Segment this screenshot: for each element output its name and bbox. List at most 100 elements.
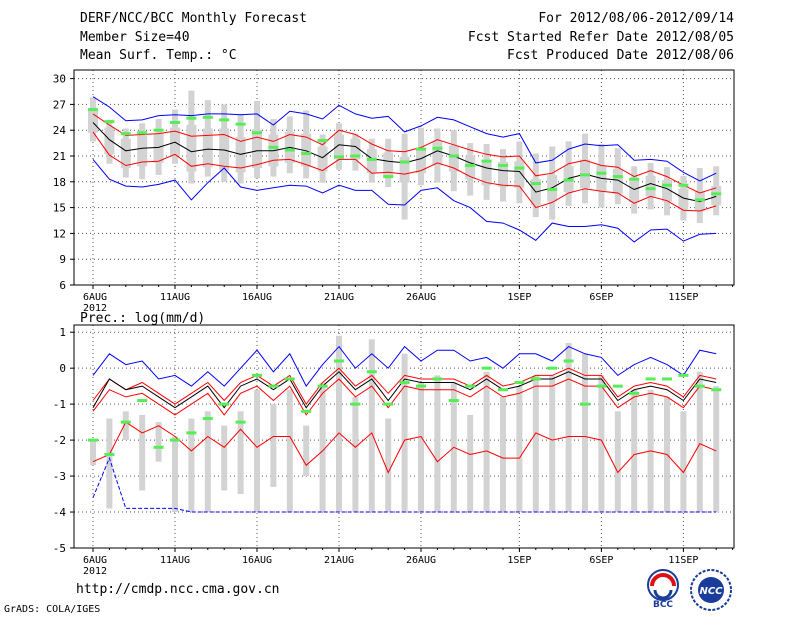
- observed-mark: [481, 366, 492, 370]
- box-whisker: [237, 411, 244, 495]
- p10-line: [92, 378, 717, 416]
- box-whisker: [434, 375, 441, 513]
- observed-mark: [235, 122, 246, 126]
- max-line: [92, 96, 717, 182]
- box-body: [645, 175, 656, 197]
- box-whisker: [188, 418, 195, 513]
- x-tick-label: 11AUG: [160, 292, 190, 303]
- box-whisker: [270, 404, 277, 487]
- box-whisker: [401, 353, 408, 513]
- box-body: [498, 162, 508, 187]
- observed-mark: [416, 147, 426, 151]
- box-whisker: [565, 342, 572, 513]
- y-tick-label: 1: [59, 326, 66, 339]
- box-body: [399, 156, 410, 183]
- box-body: [612, 168, 623, 194]
- observed-mark: [563, 359, 574, 363]
- observed-mark: [120, 132, 131, 136]
- observed-mark: [678, 373, 689, 377]
- precip-title: Prec.: log(mm/d): [80, 311, 205, 326]
- observed-mark: [334, 155, 344, 159]
- box-body: [383, 152, 394, 176]
- observed-mark: [383, 402, 394, 406]
- x-tick-label: 11AUG: [160, 555, 190, 566]
- observed-mark: [137, 131, 148, 135]
- box-body: [481, 159, 492, 186]
- y-tick-label: -1: [53, 398, 66, 411]
- forecast-period: For 2012/08/06-2012/09/14: [538, 11, 734, 26]
- x-tick-label: 6SEP: [589, 555, 613, 566]
- observed-mark: [596, 171, 607, 175]
- observed-mark: [268, 384, 279, 388]
- box-body: [662, 180, 672, 202]
- forecast-produced-date: Fcst Produced Date 2012/08/06: [507, 48, 734, 63]
- y-tick-label: 27: [53, 98, 66, 111]
- box-body: [448, 145, 459, 172]
- x-tick-label: 6AUG: [83, 292, 107, 303]
- grads-credit: GrADS: COLA/IGES: [4, 604, 101, 615]
- observed-mark: [448, 399, 459, 403]
- box-whisker: [172, 436, 178, 513]
- box-body: [350, 138, 361, 160]
- variable-label: Mean Surf. Temp.: °C: [80, 48, 237, 63]
- box-whisker: [122, 411, 129, 441]
- observed-mark: [202, 115, 213, 119]
- y-tick-label: 12: [53, 227, 66, 240]
- observed-mark: [678, 183, 689, 187]
- x-tick-label: 6SEP: [589, 292, 613, 303]
- observed-mark: [252, 373, 262, 377]
- observed-mark: [662, 377, 672, 381]
- observed-mark: [317, 384, 328, 388]
- observed-mark: [284, 148, 295, 152]
- observed-mark: [120, 420, 131, 424]
- observed-mark: [317, 139, 328, 143]
- min-line: [92, 159, 717, 243]
- box-whisker: [319, 382, 326, 513]
- x-tick-label: 16AUG: [242, 555, 272, 566]
- box-body: [137, 135, 148, 167]
- chart-title: DERF/NCC/BCC Monthly Forecast: [80, 11, 307, 26]
- observed-mark: [334, 359, 344, 363]
- source-url[interactable]: http://cmdp.ncc.cma.gov.cn: [76, 582, 280, 597]
- observed-mark: [88, 438, 98, 442]
- box-body: [334, 134, 344, 160]
- observed-mark: [202, 417, 213, 421]
- observed-mark: [580, 173, 590, 177]
- observed-mark: [596, 384, 607, 388]
- box-whisker: [467, 414, 474, 513]
- observed-mark: [350, 154, 361, 158]
- observed-mark: [547, 188, 558, 192]
- box-whisker: [614, 411, 621, 513]
- observed-mark: [711, 388, 722, 392]
- box-body: [317, 146, 328, 172]
- box-body: [514, 161, 525, 188]
- observed-mark: [612, 175, 623, 179]
- observed-mark: [645, 187, 656, 191]
- observed-mark: [383, 175, 394, 179]
- box-whisker: [286, 389, 293, 513]
- max-line: [92, 345, 717, 388]
- observed-mark: [88, 108, 98, 112]
- observed-mark: [514, 166, 525, 170]
- observed-mark: [219, 118, 230, 122]
- observed-mark: [432, 146, 443, 150]
- x-tick-label: 1SEP: [507, 555, 531, 566]
- observed-mark: [104, 120, 115, 124]
- box-whisker: [368, 339, 375, 513]
- box-body: [252, 129, 262, 169]
- box-whisker: [483, 371, 490, 513]
- observed-mark: [186, 116, 197, 120]
- bcc-logo-text: BCC: [653, 600, 673, 608]
- x-tick-sublabel: 2012: [83, 566, 107, 577]
- box-body: [88, 110, 98, 133]
- observed-mark: [186, 431, 197, 435]
- box-whisker: [582, 353, 588, 513]
- observed-mark: [694, 198, 705, 202]
- min-line: [92, 456, 717, 513]
- observed-mark: [301, 151, 312, 155]
- observed-mark: [284, 377, 295, 381]
- box-whisker: [713, 386, 720, 513]
- p10-line: [92, 131, 717, 212]
- box-body: [465, 156, 476, 180]
